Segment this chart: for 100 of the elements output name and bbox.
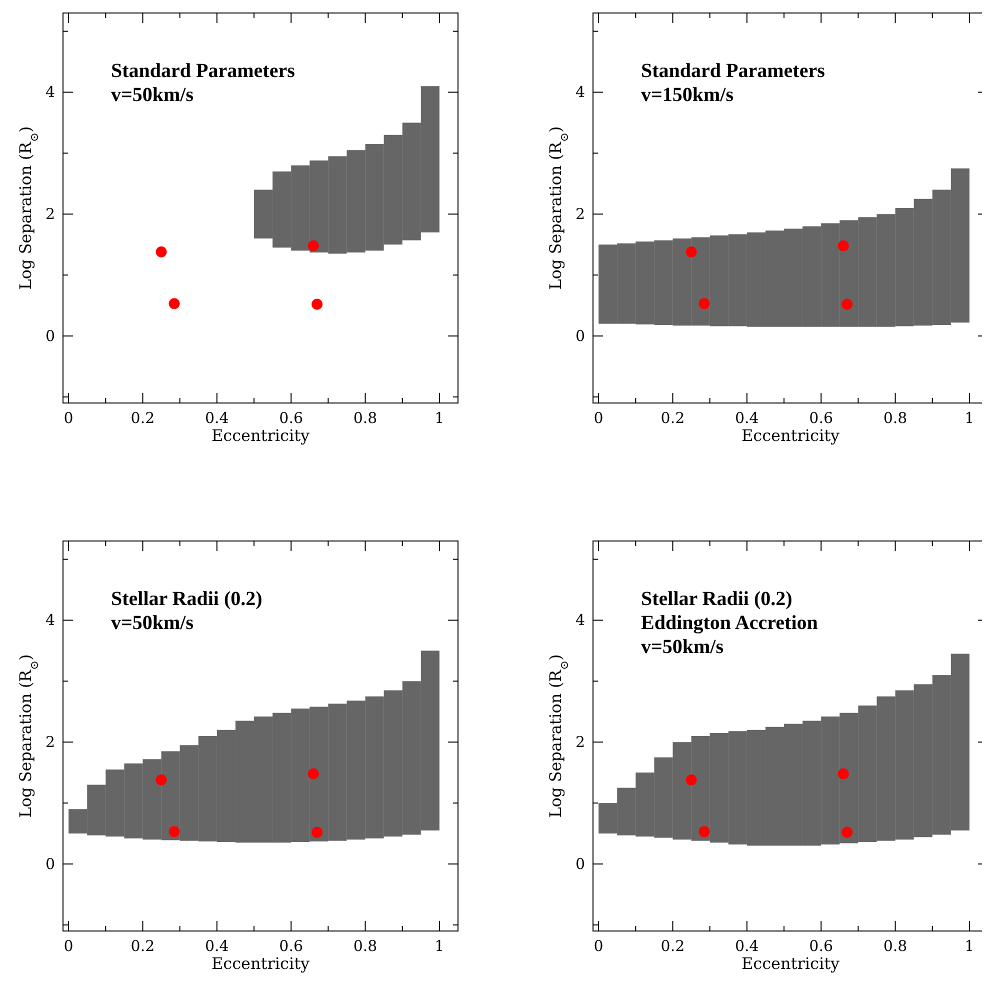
x-tick-label: 0.2: [660, 937, 685, 955]
annotation: Stellar Radii (0.2): [111, 588, 262, 610]
x-axis-title: Eccentricity: [211, 954, 310, 973]
x-tick-label: 0.6: [809, 937, 834, 955]
bar: [346, 150, 366, 252]
bar: [802, 720, 822, 846]
bar: [950, 168, 970, 323]
bar: [598, 803, 618, 834]
bar: [636, 242, 654, 324]
bar: [710, 235, 728, 326]
y-tick-label: 4: [575, 611, 585, 630]
bar: [840, 712, 858, 844]
x-tick-label: 1: [434, 937, 444, 955]
y-tick-label: 0: [575, 854, 585, 873]
bar: [142, 759, 162, 840]
x-tick-label: 0: [64, 937, 74, 955]
bar: [365, 696, 384, 838]
x-tick-label: 0.2: [130, 937, 155, 955]
annotation: v=50km/s: [111, 612, 194, 634]
bar: [858, 706, 877, 842]
bar: [180, 745, 198, 841]
point: [686, 774, 697, 786]
x-axis-title: Eccentricity: [211, 426, 310, 445]
bar: [672, 238, 692, 326]
bar: [328, 156, 347, 254]
x-tick-label: 1: [964, 409, 974, 427]
x-tick-label: 0.8: [883, 409, 908, 427]
x-tick-label: 0.4: [204, 409, 229, 427]
bar: [216, 730, 236, 842]
bar: [710, 732, 728, 843]
x-tick-label: 1: [964, 937, 974, 955]
bar: [802, 226, 822, 327]
point: [156, 246, 167, 258]
bar: [272, 712, 292, 843]
bar: [765, 726, 784, 846]
x-tick-label: 0.2: [130, 409, 155, 427]
bar: [876, 214, 896, 327]
bar: [932, 190, 951, 325]
bar: [161, 751, 180, 840]
point: [698, 826, 710, 838]
point: [308, 240, 319, 252]
bar: [254, 716, 273, 843]
bar: [384, 134, 402, 245]
bar: [672, 742, 692, 840]
bar: [840, 220, 858, 327]
bar: [106, 770, 124, 837]
point: [312, 826, 323, 838]
point: [168, 298, 180, 310]
y-tick-label: 4: [575, 83, 585, 102]
y-tick-label: 0: [575, 326, 585, 345]
x-axis-title: Eccentricity: [741, 426, 840, 445]
point: [698, 298, 710, 310]
bar: [784, 228, 803, 327]
point: [838, 768, 849, 780]
annotation: Standard Parameters: [641, 60, 826, 82]
bar: [420, 86, 440, 232]
bar: [420, 650, 440, 830]
bar: [402, 122, 421, 240]
annotation: v=50km/s: [111, 84, 194, 106]
x-tick-label: 0.4: [734, 937, 759, 955]
point: [842, 826, 853, 838]
bar: [914, 198, 932, 326]
x-tick-label: 1: [434, 409, 444, 427]
x-tick-label: 0: [64, 409, 74, 427]
bar: [895, 690, 914, 840]
bar: [821, 223, 840, 327]
annotation: v=50km/s: [641, 636, 724, 658]
x-tick-label: 0.6: [279, 937, 304, 955]
bar: [728, 731, 747, 844]
y-tick-label: 4: [45, 611, 55, 630]
annotation: Eddington Accretion: [641, 612, 818, 634]
bar: [617, 788, 636, 836]
bar: [617, 243, 636, 324]
x-tick-label: 0.4: [204, 937, 229, 955]
bar: [365, 144, 384, 251]
y-tick-label: 4: [45, 83, 55, 102]
bar: [636, 772, 654, 837]
bar: [765, 230, 784, 327]
y-tick-label: 2: [575, 205, 585, 224]
bar: [821, 716, 840, 844]
annotation: Stellar Radii (0.2): [641, 588, 792, 610]
bar: [124, 763, 143, 838]
bar: [310, 160, 328, 252]
x-tick-label: 0: [594, 937, 604, 955]
x-tick-label: 0.2: [660, 409, 685, 427]
y-tick-label: 0: [45, 326, 55, 345]
bar: [746, 232, 766, 327]
point: [838, 240, 849, 252]
bar: [291, 165, 310, 251]
point: [308, 768, 319, 780]
y-tick-label: 2: [575, 733, 585, 752]
bar: [654, 757, 673, 838]
x-tick-label: 0: [594, 409, 604, 427]
bar: [691, 237, 710, 326]
bar: [310, 706, 328, 842]
y-tick-label: 2: [45, 205, 55, 224]
bar: [198, 736, 217, 842]
bar: [876, 696, 896, 841]
bar: [328, 704, 347, 841]
bar: [272, 171, 292, 248]
